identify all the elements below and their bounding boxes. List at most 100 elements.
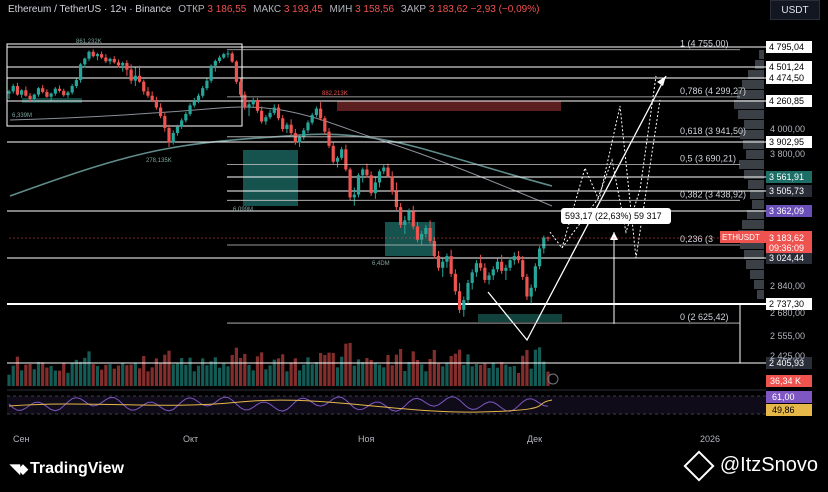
volume-bar (24, 364, 28, 386)
volume-bar (247, 365, 251, 386)
horizontal-levels[interactable] (7, 46, 766, 364)
candle-body (222, 54, 226, 58)
volume-bar (474, 364, 479, 386)
volume-bar (146, 371, 150, 386)
projection-path (487, 75, 667, 342)
volume-bar (260, 352, 264, 386)
volume-bar (504, 364, 508, 386)
volume-bar (516, 373, 521, 386)
candle-body (394, 191, 399, 208)
candle-body (474, 263, 479, 273)
volume-bar (100, 369, 104, 386)
candle-body (192, 101, 196, 106)
volume-profile-bar (739, 160, 764, 169)
volume-profile-bar (740, 240, 764, 249)
small-volume-label: 861,232K (76, 39, 102, 45)
candle-body (399, 207, 403, 225)
volume-bar (319, 353, 323, 386)
candle-body (83, 58, 87, 65)
volume-bar (407, 362, 411, 386)
volume-profile-bar (746, 260, 764, 269)
volume-bar (83, 357, 87, 386)
candle-body (188, 105, 192, 114)
time-axis[interactable]: Сен Окт Ноя Дек 2026 (13, 434, 720, 444)
candle-body (319, 108, 323, 119)
volume-bar (432, 350, 436, 386)
fibonacci-levels[interactable]: 1 (4 755,00) 0,786 (4 299,27) 0,618 (3 941… (227, 39, 746, 324)
volume-bar (20, 370, 24, 386)
candle-body (457, 291, 462, 310)
rsi-ma-tag (766, 404, 812, 416)
candle-body (297, 137, 302, 143)
volume-bar (449, 356, 453, 386)
candle-body (57, 88, 62, 91)
candle-body (377, 171, 382, 183)
high-value: 3 193,45 (283, 4, 323, 15)
volume-bar (382, 367, 386, 386)
volume-bar (28, 364, 32, 386)
candle-body (78, 64, 83, 81)
symbol-title[interactable]: Ethereum / TetherUS · 12ч · Binance (8, 4, 172, 15)
level-price-tag (766, 171, 812, 183)
ma-line (9, 106, 553, 207)
volume-bar (66, 372, 70, 386)
close-label: ЗАКР (400, 4, 427, 15)
volume-bar (272, 359, 276, 386)
tradingview-logo[interactable]: ◥◆ TradingView (10, 460, 124, 478)
current-price-label: 3 183,62 (769, 233, 804, 243)
level-price-tag (766, 61, 812, 73)
price-tick-label: 2 555,00 (770, 331, 805, 341)
candle-body (466, 282, 470, 301)
volume-bar (352, 365, 356, 386)
open-value: 3 186,55 (207, 4, 247, 15)
volume-bar (230, 355, 234, 386)
volume-bar (222, 363, 226, 386)
candle-body (512, 256, 516, 261)
volume-bar (163, 354, 167, 386)
price-tick-label: 3 800,00 (770, 149, 805, 159)
volume-bar (213, 357, 217, 386)
measure-label: 593,17 (22,63%) 59 317 (565, 211, 662, 221)
price-axis[interactable]: 4 795,04 4 501,244 474,50 4 260,85 3 902,95… (9, 41, 812, 416)
volume-profile-bar (757, 290, 764, 299)
time-tick-label: Сен (13, 434, 30, 444)
candle-body (289, 124, 293, 134)
volume-bar (133, 363, 137, 386)
drawing-tools[interactable]: 593,17 (22,63%) 59 317 861,232K 882,213K 27… (12, 39, 671, 385)
candle-body (146, 91, 150, 96)
volume-bar (533, 349, 537, 386)
price-tick-label: 2 425,00 (770, 351, 805, 361)
volume-profile-bar (742, 220, 764, 229)
brand-name: TradingView (30, 460, 124, 477)
candle-body (260, 110, 264, 122)
volume-bar (441, 366, 445, 386)
candle-body (247, 104, 251, 108)
candle-body (428, 227, 432, 241)
lightning-icon (547, 373, 559, 385)
volume-bar (180, 358, 184, 386)
candle-body (424, 227, 428, 235)
rsi-pane (7, 389, 766, 415)
candle-body (521, 260, 525, 277)
volume-bar (415, 360, 420, 386)
volume-bar (137, 368, 142, 386)
candle-body (445, 256, 449, 262)
volume-bar (95, 366, 100, 386)
candle-body (302, 130, 306, 138)
candle-body (310, 115, 314, 123)
volume-profile-bar (740, 130, 764, 139)
candle-body (483, 267, 487, 280)
level-price-tag (766, 72, 812, 84)
volume-profile-bar (750, 190, 764, 199)
volume-profile-bar (743, 140, 764, 149)
candle-body (327, 131, 331, 146)
volume-bar (87, 351, 91, 386)
candle-body (495, 261, 500, 270)
volume-bar (276, 358, 281, 386)
volume-profile-bar (759, 50, 764, 59)
volume-bar (508, 366, 512, 386)
candle-body (36, 88, 41, 95)
volume-bar (525, 350, 529, 386)
currency-button[interactable]: USDT (770, 0, 820, 20)
